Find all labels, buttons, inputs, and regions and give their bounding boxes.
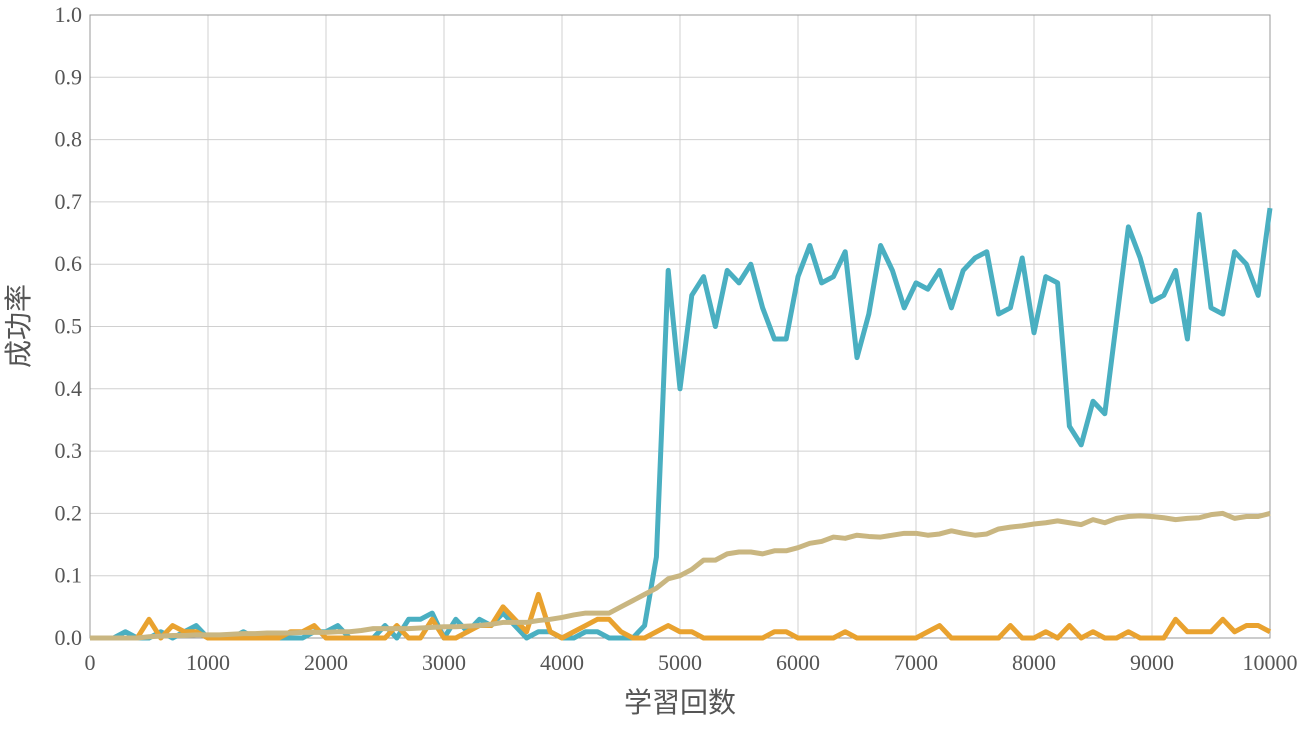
x-axis-title: 学習回数 [624, 686, 736, 719]
y-tick-label: 0.5 [55, 314, 83, 339]
y-axis-title: 成功率 [2, 284, 35, 368]
y-tick-label: 0.9 [55, 64, 83, 89]
series-line [90, 207, 1273, 641]
x-tick-label: 0 [85, 650, 96, 675]
plot-frame [89, 14, 1271, 639]
y-tick-label: 1.0 [55, 2, 83, 27]
x-tick-label: 7000 [894, 650, 938, 675]
y-tick-label: 0.2 [55, 500, 83, 525]
x-tick-label: 10000 [1243, 650, 1298, 675]
series-line [90, 510, 1271, 641]
x-tick-label: 8000 [1012, 650, 1056, 675]
y-tick-label: 0.6 [55, 251, 83, 276]
y-tick-label: 0.4 [55, 376, 83, 401]
y-tick-label: 0.3 [55, 438, 83, 463]
x-tick-label: 9000 [1130, 650, 1174, 675]
x-tick-label: 4000 [540, 650, 584, 675]
y-tick-label: 0.0 [55, 625, 83, 650]
x-tick-label: 5000 [658, 650, 702, 675]
y-tick-label: 0.7 [55, 189, 83, 214]
y-tick-label: 0.8 [55, 127, 83, 152]
x-tick-label: 2000 [304, 650, 348, 675]
x-tick-label: 3000 [422, 650, 466, 675]
y-tick-label: 0.1 [55, 563, 83, 588]
x-tick-label: 1000 [186, 650, 230, 675]
x-tick-label: 6000 [776, 650, 820, 675]
